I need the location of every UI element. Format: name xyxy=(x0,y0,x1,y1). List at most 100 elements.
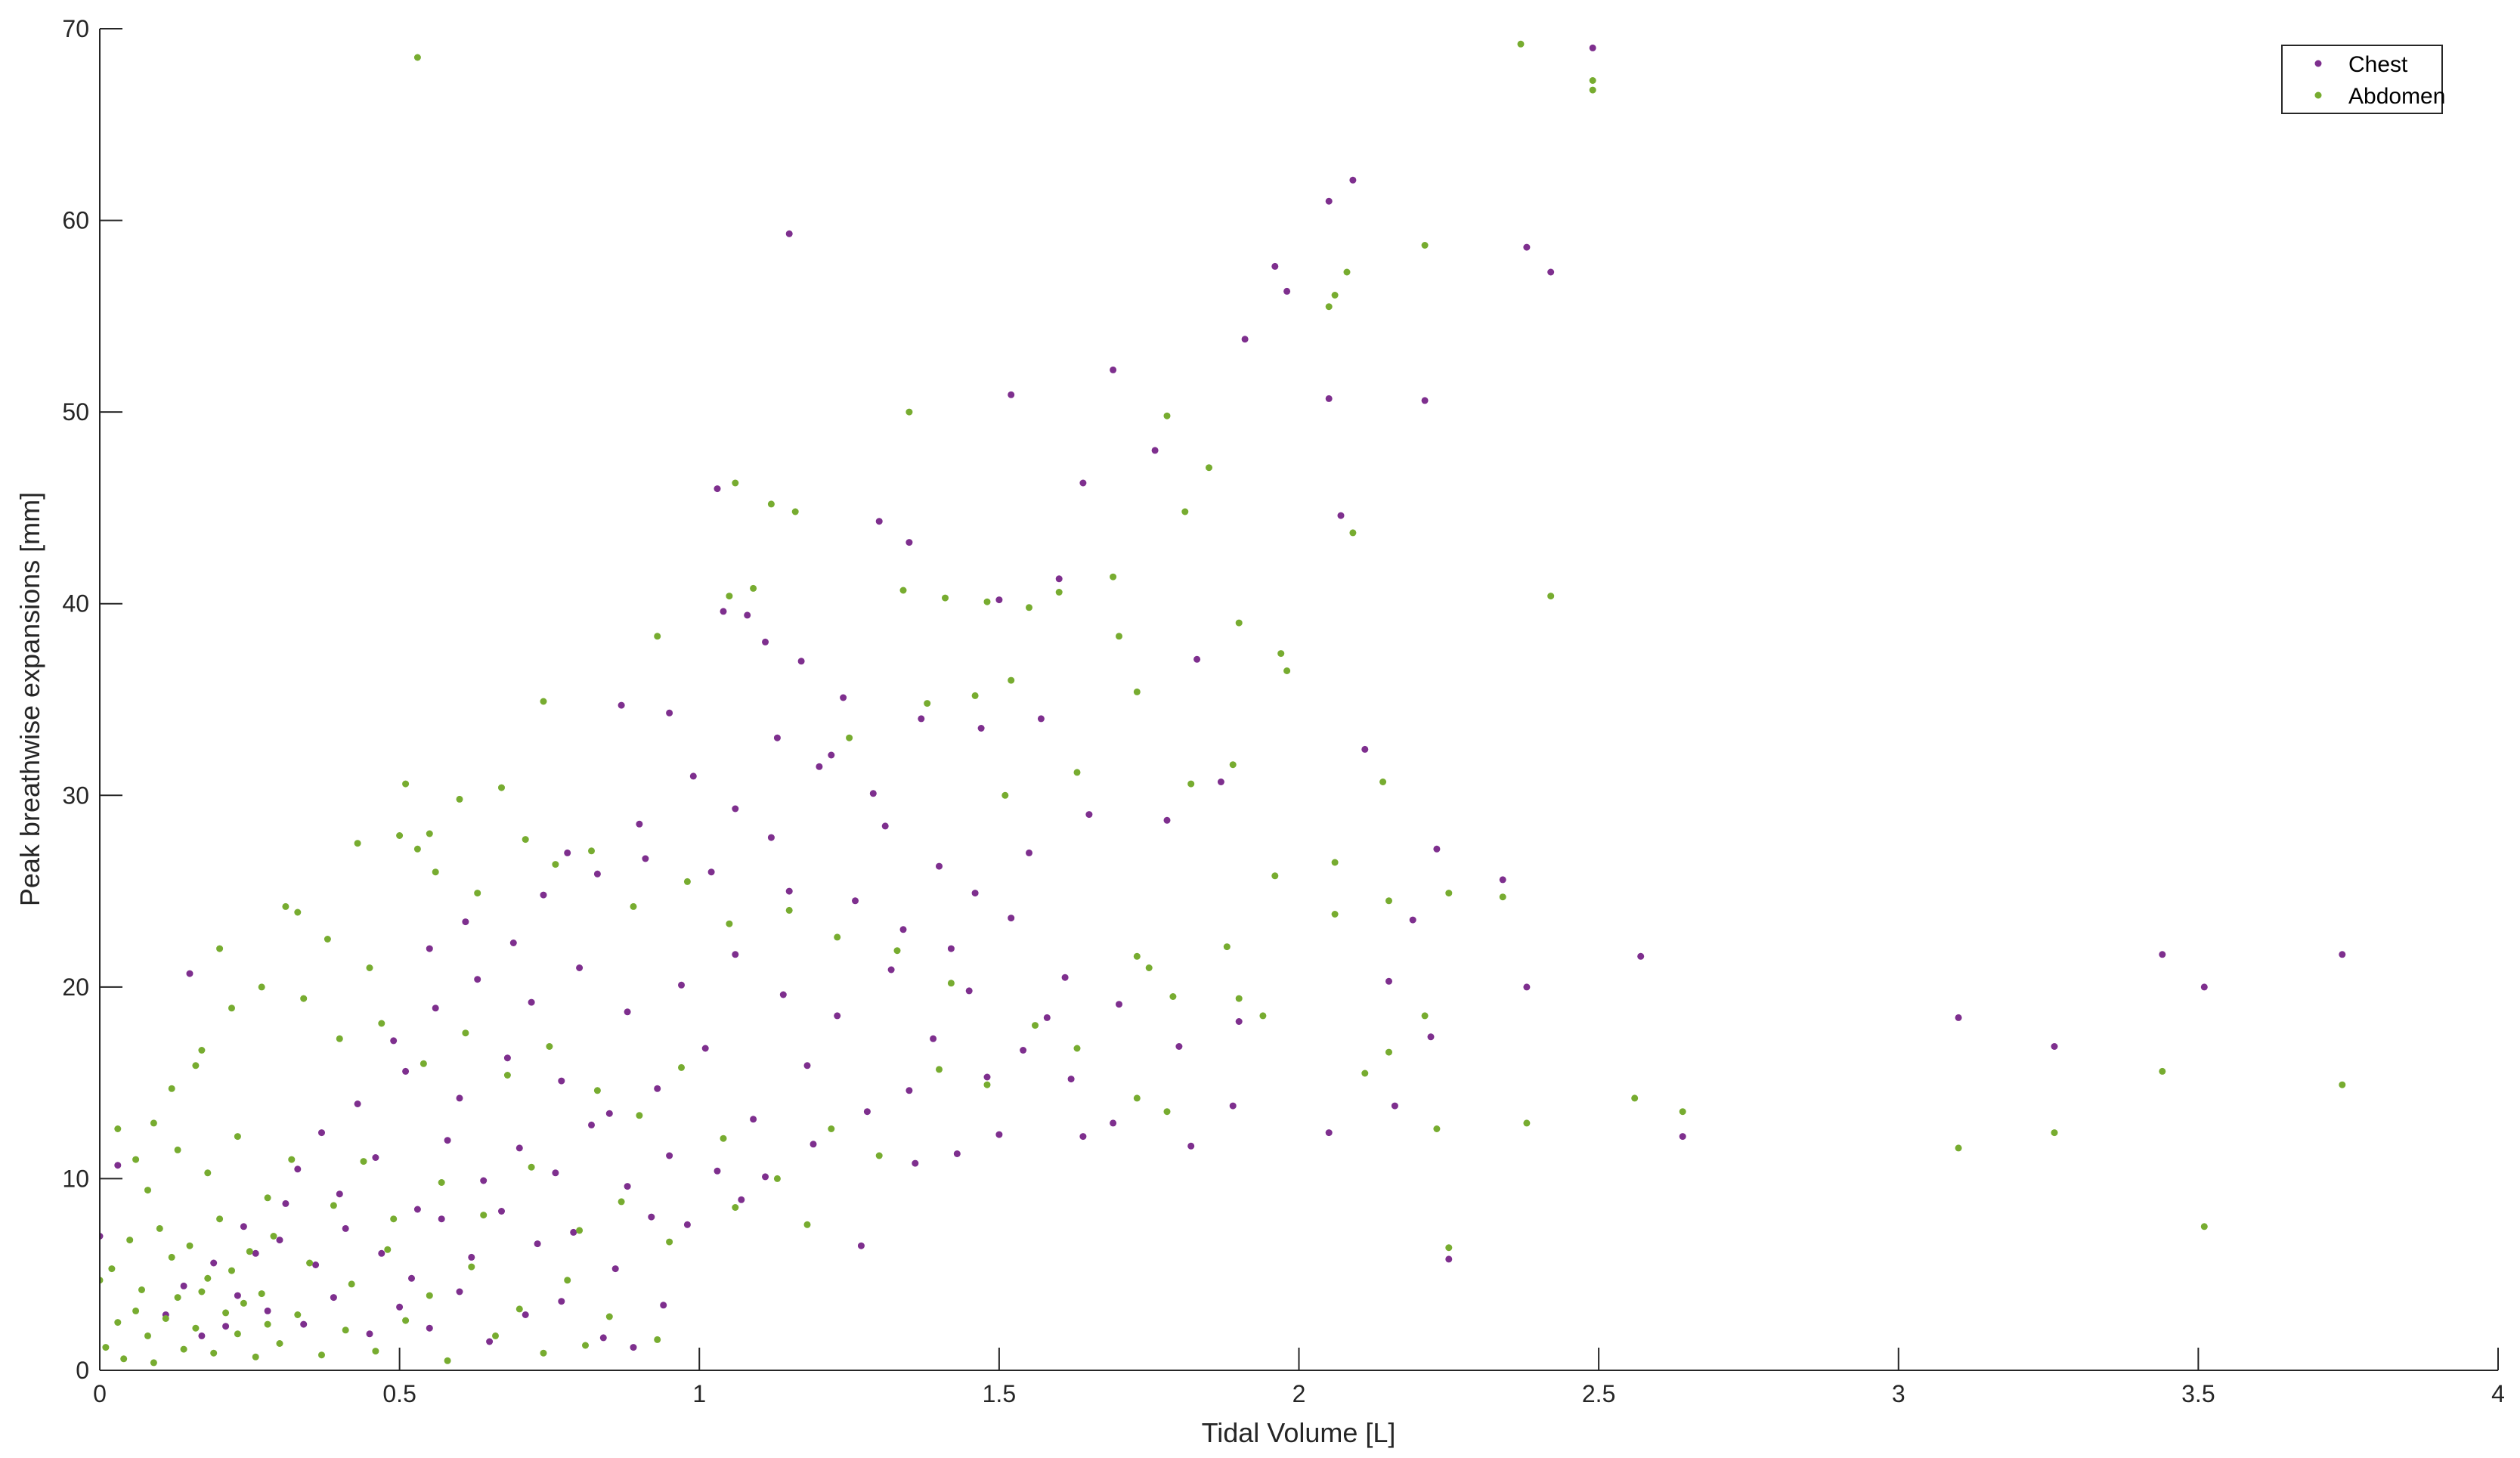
data-point xyxy=(468,1263,475,1271)
data-point xyxy=(942,594,949,602)
data-point xyxy=(114,1125,122,1132)
data-point xyxy=(1337,512,1345,519)
data-point xyxy=(1361,1070,1369,1077)
data-point xyxy=(210,1349,218,1357)
data-point xyxy=(654,1336,661,1343)
data-point xyxy=(228,1005,235,1012)
data-point xyxy=(509,939,517,946)
data-point xyxy=(144,1187,151,1194)
data-point xyxy=(971,890,979,897)
data-point xyxy=(1026,849,1032,856)
y-tick-label: 20 xyxy=(62,974,89,1001)
data-point xyxy=(899,926,907,933)
data-point xyxy=(630,1344,637,1351)
data-point xyxy=(192,1062,200,1070)
data-point xyxy=(264,1320,271,1328)
data-point xyxy=(683,878,691,885)
data-point xyxy=(1349,529,1357,537)
data-point xyxy=(726,593,733,600)
data-point xyxy=(983,1073,991,1081)
data-point xyxy=(1079,1133,1087,1141)
data-point xyxy=(234,1330,241,1338)
data-point xyxy=(408,1274,415,1282)
data-point xyxy=(893,947,901,955)
data-point xyxy=(294,1311,302,1318)
data-point xyxy=(342,1224,349,1232)
data-point xyxy=(744,611,751,619)
data-point xyxy=(444,1137,451,1144)
data-point xyxy=(360,1158,367,1165)
data-point xyxy=(132,1156,140,1163)
data-point xyxy=(546,1043,553,1050)
data-point xyxy=(426,945,433,952)
data-point xyxy=(438,1179,445,1186)
data-point xyxy=(1331,911,1339,918)
data-point xyxy=(1187,1142,1195,1150)
data-point xyxy=(2200,1223,2208,1230)
data-point xyxy=(138,1286,145,1293)
data-point xyxy=(1037,715,1045,723)
data-point xyxy=(318,1129,325,1137)
data-point xyxy=(378,1249,385,1257)
x-axis-label: Tidal Volume [L] xyxy=(1202,1417,1396,1448)
data-point xyxy=(1271,872,1279,880)
data-point xyxy=(1679,1133,1686,1141)
data-point xyxy=(936,862,943,870)
data-point xyxy=(162,1315,169,1322)
data-point xyxy=(1235,619,1243,627)
data-point xyxy=(468,1253,475,1261)
data-point xyxy=(863,1108,871,1116)
data-point xyxy=(1523,983,1531,991)
data-point xyxy=(426,830,433,837)
data-point xyxy=(1055,589,1063,596)
data-point xyxy=(150,1359,157,1367)
data-point xyxy=(906,539,913,546)
legend-label-abdomen: Abdomen xyxy=(2348,84,2445,109)
data-point xyxy=(1008,915,1015,922)
series-abdomen xyxy=(100,40,2346,1367)
data-point xyxy=(816,763,823,770)
data-point xyxy=(2159,1067,2166,1075)
data-point xyxy=(234,1292,241,1299)
data-point xyxy=(240,1299,247,1307)
data-point xyxy=(1427,1033,1435,1041)
y-tick-label: 70 xyxy=(62,15,89,42)
data-point xyxy=(240,1223,247,1230)
data-point xyxy=(618,701,625,709)
x-tick-label: 2 xyxy=(1293,1380,1306,1407)
data-point xyxy=(413,1206,421,1213)
data-point xyxy=(174,1294,181,1302)
data-point xyxy=(1331,859,1339,866)
data-point xyxy=(222,1323,230,1330)
data-point xyxy=(1955,1144,1962,1152)
data-point xyxy=(1349,176,1357,184)
data-point xyxy=(797,658,805,665)
data-point xyxy=(2339,951,2346,958)
data-point xyxy=(762,638,769,645)
data-point xyxy=(630,902,637,910)
data-point xyxy=(1445,890,1453,897)
data-point xyxy=(1163,1108,1171,1116)
data-point xyxy=(426,1292,433,1299)
data-point xyxy=(486,1338,494,1345)
data-point xyxy=(246,1248,253,1255)
data-point xyxy=(474,890,481,897)
data-point xyxy=(186,970,193,977)
data-point xyxy=(282,1200,289,1207)
data-point xyxy=(390,1037,398,1045)
data-point xyxy=(660,1302,667,1309)
data-point xyxy=(528,998,535,1006)
data-point xyxy=(222,1309,230,1317)
data-point xyxy=(1547,268,1555,276)
data-point xyxy=(413,54,421,61)
data-point xyxy=(1385,1048,1392,1056)
data-point xyxy=(1008,676,1015,684)
data-point xyxy=(264,1307,271,1314)
data-point xyxy=(971,692,979,699)
data-point xyxy=(588,847,595,855)
legend-marker-chest xyxy=(2314,60,2322,67)
data-point xyxy=(515,1305,523,1313)
data-point xyxy=(522,836,529,844)
data-point xyxy=(840,694,847,701)
